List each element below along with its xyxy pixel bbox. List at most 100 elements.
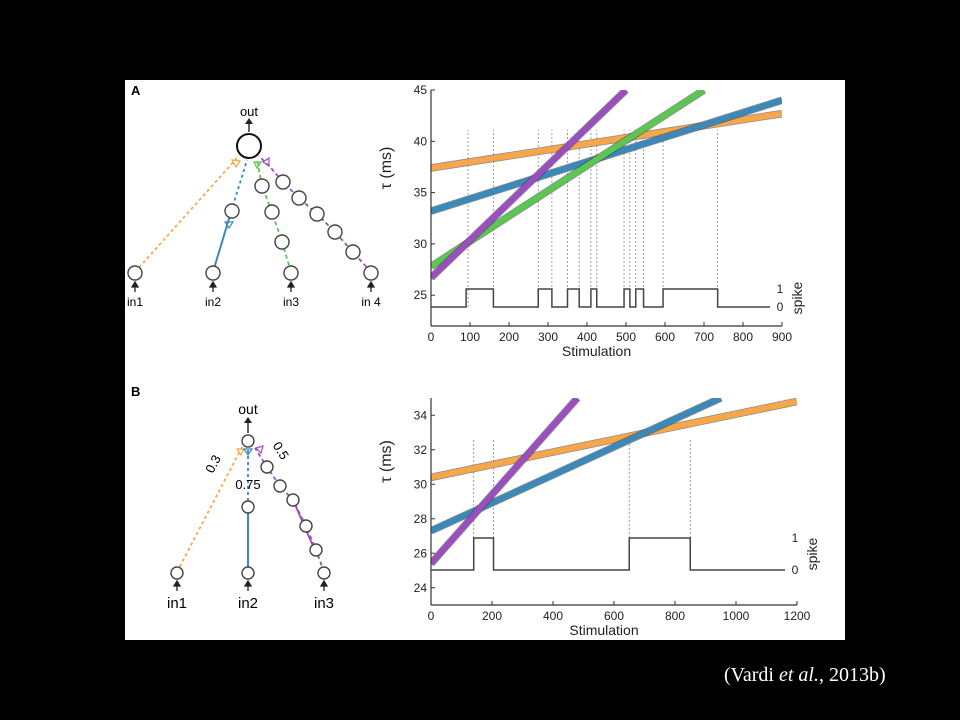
diagram-a-synapse-in2 [223, 221, 235, 230]
diagram-a-node [224, 203, 240, 219]
series-line-purple [431, 90, 629, 280]
diagram-a-input-label: in3 [283, 295, 299, 309]
citation-italic: et al. [778, 664, 819, 686]
x-tick-label: 700 [694, 330, 714, 344]
x-tick-label: 400 [543, 609, 563, 623]
diagram-a-dendrite-in3 [256, 159, 292, 273]
y-tick-label: 26 [414, 546, 428, 560]
y-tick-label: 24 [414, 581, 428, 595]
diagram-a-input-node [283, 265, 299, 281]
diagram-b-weight-in2: 0.75 [235, 477, 260, 492]
diagram-b-input-label: in3 [314, 595, 334, 612]
series-line-purple [431, 398, 580, 566]
x-tick-label: 0 [428, 609, 435, 623]
spike-tick-label: 0 [777, 300, 784, 314]
diagram-a-input-label: in1 [127, 295, 143, 309]
panel-a-label: A [131, 83, 141, 98]
diagram-b-synapse-in2 [242, 448, 254, 457]
diagram-a-out-arrowhead [245, 118, 253, 124]
x-tick-label: 100 [460, 330, 480, 344]
diagram-b-input-node [241, 566, 255, 580]
x-tick-label: 800 [733, 330, 753, 344]
diagram-a-node [254, 178, 270, 194]
y-axis-label: τ (ms) [378, 147, 395, 190]
spike-tick-label: 1 [777, 282, 784, 296]
series-line-orange [431, 110, 782, 171]
diagram-b-out-node [241, 434, 255, 448]
y-tick-label: 25 [414, 288, 428, 302]
diagram-a-node [291, 190, 307, 206]
diagram-a: A out [127, 83, 381, 309]
diagram-a-dendrite-in1 [134, 157, 238, 273]
chart-a: 25 30 35 40 45 0 100 200 300 400 500 600 700 800 900 St… [378, 83, 805, 359]
diagram-b-out-label: out [238, 401, 258, 417]
diagram-b-synapse-in1 [235, 448, 245, 457]
y-tick-label: 45 [414, 83, 428, 97]
diagram-b-input-arrows [172, 579, 329, 591]
series-group [431, 90, 782, 281]
y-tick-label: 40 [414, 134, 428, 148]
panel-b-label: B [131, 384, 140, 399]
diagram-a-synapse-in3 [253, 161, 263, 170]
figure-svg: A out [127, 83, 820, 638]
y-tick-label: 28 [414, 512, 428, 526]
y-tick-label: 30 [414, 477, 428, 491]
citation-prefix: (Vardi [724, 664, 779, 686]
x-tick-label: 800 [665, 609, 685, 623]
y-axis-label: τ (ms) [378, 440, 395, 483]
y-tick-label: 30 [414, 237, 428, 251]
diagram-b-node [309, 543, 323, 557]
x-tick-label: 1000 [723, 609, 750, 623]
y-tick-label: 35 [414, 186, 428, 200]
diagram-a-synapse-in4 [261, 156, 270, 168]
spike-axis-label: spike [804, 537, 820, 570]
diagram-a-node [309, 206, 325, 222]
diagram-a-input-arrows [130, 280, 376, 292]
x-tick-label: 200 [482, 609, 502, 623]
y-tick-label: 34 [414, 408, 428, 422]
diagram-a-out-label: out [240, 104, 258, 119]
diagram-b-node [241, 500, 255, 514]
x-tick-label: 300 [538, 330, 558, 344]
citation-suffix: , 2013b) [818, 664, 886, 686]
diagram-b-input-label: in1 [167, 595, 187, 612]
diagram-a-node [275, 174, 291, 190]
diagram-b: B out 0.3 0.75 [131, 384, 334, 612]
diagram-b-input-node [170, 566, 184, 580]
diagram-a-input-label: in2 [205, 295, 221, 309]
diagram-a-node [274, 234, 290, 250]
spike-tick-label: 1 [792, 531, 799, 545]
diagram-b-node [286, 493, 300, 507]
series-group [431, 398, 797, 567]
diagram-a-node [345, 244, 361, 260]
x-tick-label: 900 [772, 330, 792, 344]
figure-panel: A out [125, 80, 845, 640]
diagram-a-synapse-in1 [230, 159, 242, 169]
x-tick-label: 400 [577, 330, 597, 344]
diagram-b-synapse-in3 [254, 445, 264, 455]
spike-train [431, 288, 770, 308]
spike-axis-label: spike [789, 281, 805, 314]
x-tick-label: 600 [655, 330, 675, 344]
spike-tick-label: 0 [792, 563, 799, 577]
series-line-orange [431, 398, 797, 481]
diagram-b-out-arrowhead [244, 417, 252, 423]
x-tick-label: 200 [499, 330, 519, 344]
diagram-a-input-node [205, 265, 221, 281]
diagram-b-weight-in1: 0.3 [202, 452, 224, 475]
diagram-a-input-node [127, 265, 143, 281]
spike-train [431, 537, 785, 571]
diagram-b-node [299, 519, 313, 533]
diagram-a-out-node [236, 133, 262, 159]
x-tick-label: 1200 [784, 609, 811, 623]
diagram-a-dendrite-in2 [212, 211, 232, 273]
x-tick-label: 500 [616, 330, 636, 344]
diagram-b-node [273, 479, 287, 493]
diagram-a-input-label: in 4 [361, 295, 381, 309]
y-tick-label: 32 [414, 443, 428, 457]
diagram-b-input-label: in2 [238, 595, 258, 612]
diagram-a-node [327, 224, 343, 240]
citation: (Vardi et al., 2013b) [724, 664, 886, 687]
x-tick-label: 0 [428, 330, 435, 344]
diagram-a-node [264, 204, 280, 220]
